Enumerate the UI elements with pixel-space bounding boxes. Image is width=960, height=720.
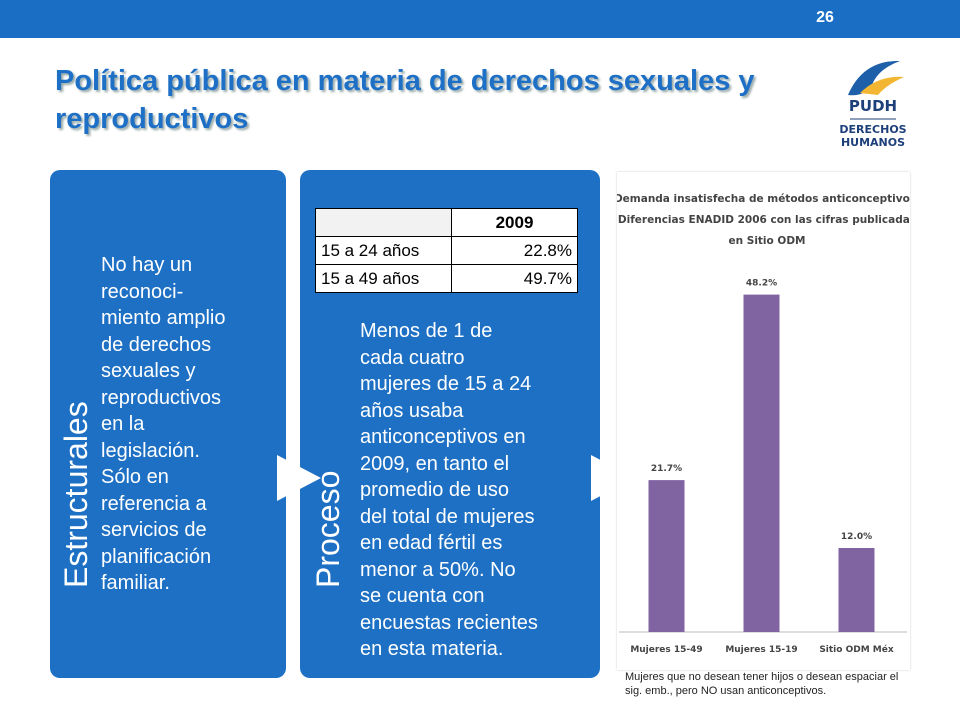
table-cell: 49.7% [451,264,578,293]
panel-line: familiar. [101,572,170,594]
panel-line: anticonceptivos en [360,426,526,448]
table-row: 15 a 24 años 22.8% [315,236,578,265]
table-cell: 15 a 49 años [315,264,452,293]
panel-line: reconoci- [101,280,184,303]
chart-title: Diferencias ENADID 2006 con las cifras p… [618,214,910,226]
table-cell: 15 a 24 años [315,236,452,265]
value-label: 12.0% [841,532,872,542]
bar [838,548,875,632]
panel-line: en esta materia. [360,638,504,660]
logo: PUDH DERECHOS HUMANOS [839,60,907,149]
panel-line: sexuales y [101,360,196,382]
panel-text: Menos de 1 de cada cuatro mujeres de 15 a … [360,318,538,663]
panel-line: planificación [101,545,212,568]
panel-line: de derechos [101,333,212,356]
table-row: 15 a 49 años 49.7% [315,264,578,293]
panel-line: servicios de [101,519,207,541]
logo-name: DERECHOS [839,123,906,136]
x-tick-label: Mujeres 15-19 [725,645,797,655]
table-cell [315,208,452,237]
bar [743,294,780,632]
value-label: 21.7% [651,464,682,474]
top-bar [0,0,960,38]
panel-line: miento amplio [101,307,226,329]
panel-line: referencia a [101,492,207,515]
data-table: 2009 15 a 24 años 22.8% 15 a 49 años 49.… [315,208,578,293]
panel-label: Estructurales [58,401,94,588]
panel-line: Sólo en [101,466,169,488]
x-tick-label: Mujeres 15-49 [630,645,702,655]
panel-line: mujeres de 15 a 24 [360,373,532,395]
logo-wing [860,76,904,95]
chart-image: Demanda insatisfecha de métodos anticonc… [614,172,920,670]
table-row: 2009 [315,208,578,237]
panel-line: en la [101,413,145,435]
panel-line: se cuenta con [360,585,485,607]
panel-line: 2009, en tanto el [360,452,510,475]
panel-text: No hay un reconoci-miento amplio de derech… [101,252,226,597]
value-label: 48.2% [746,279,777,289]
panel-line: Menos de 1 de [360,320,493,342]
panel-line: cada cuatro [360,346,465,369]
bar [648,480,685,632]
panel-line: en edad fértil es [360,532,503,554]
chart-title: en Sitio ODM [729,235,806,247]
caption: Mujeres que no desean tener hijos o dese… [625,671,899,697]
panel-line: menor a 50%. No [360,558,516,581]
panel-line: del total de mujeres [360,505,535,528]
arrow [277,455,321,501]
chart-title: Demanda insatisfecha de métodos anticonc… [617,193,910,205]
x-tick-label: Sitio ODM Méx [819,644,894,655]
logo-wing [848,60,900,96]
panel-line: legislación. [101,439,200,462]
panel-line: reproductivos [101,386,222,409]
chart: Demanda insatisfecha de métodos anticonc… [614,193,920,655]
page-number: 26 [816,9,834,26]
table-cell: 22.8% [451,236,578,265]
panel [50,170,286,678]
table-header: 2009 [451,208,578,237]
logo-acronym: PUDH [849,97,897,115]
panel-line: años usaba [360,399,464,422]
logo-name: HUMANOS [841,136,905,149]
panel-line: No hay un [101,254,193,276]
panel-line: promedio de uso [360,479,509,501]
slide-title: Política pública en materia de derechos … [55,65,755,135]
panel-line: encuestas recientes [360,611,538,634]
